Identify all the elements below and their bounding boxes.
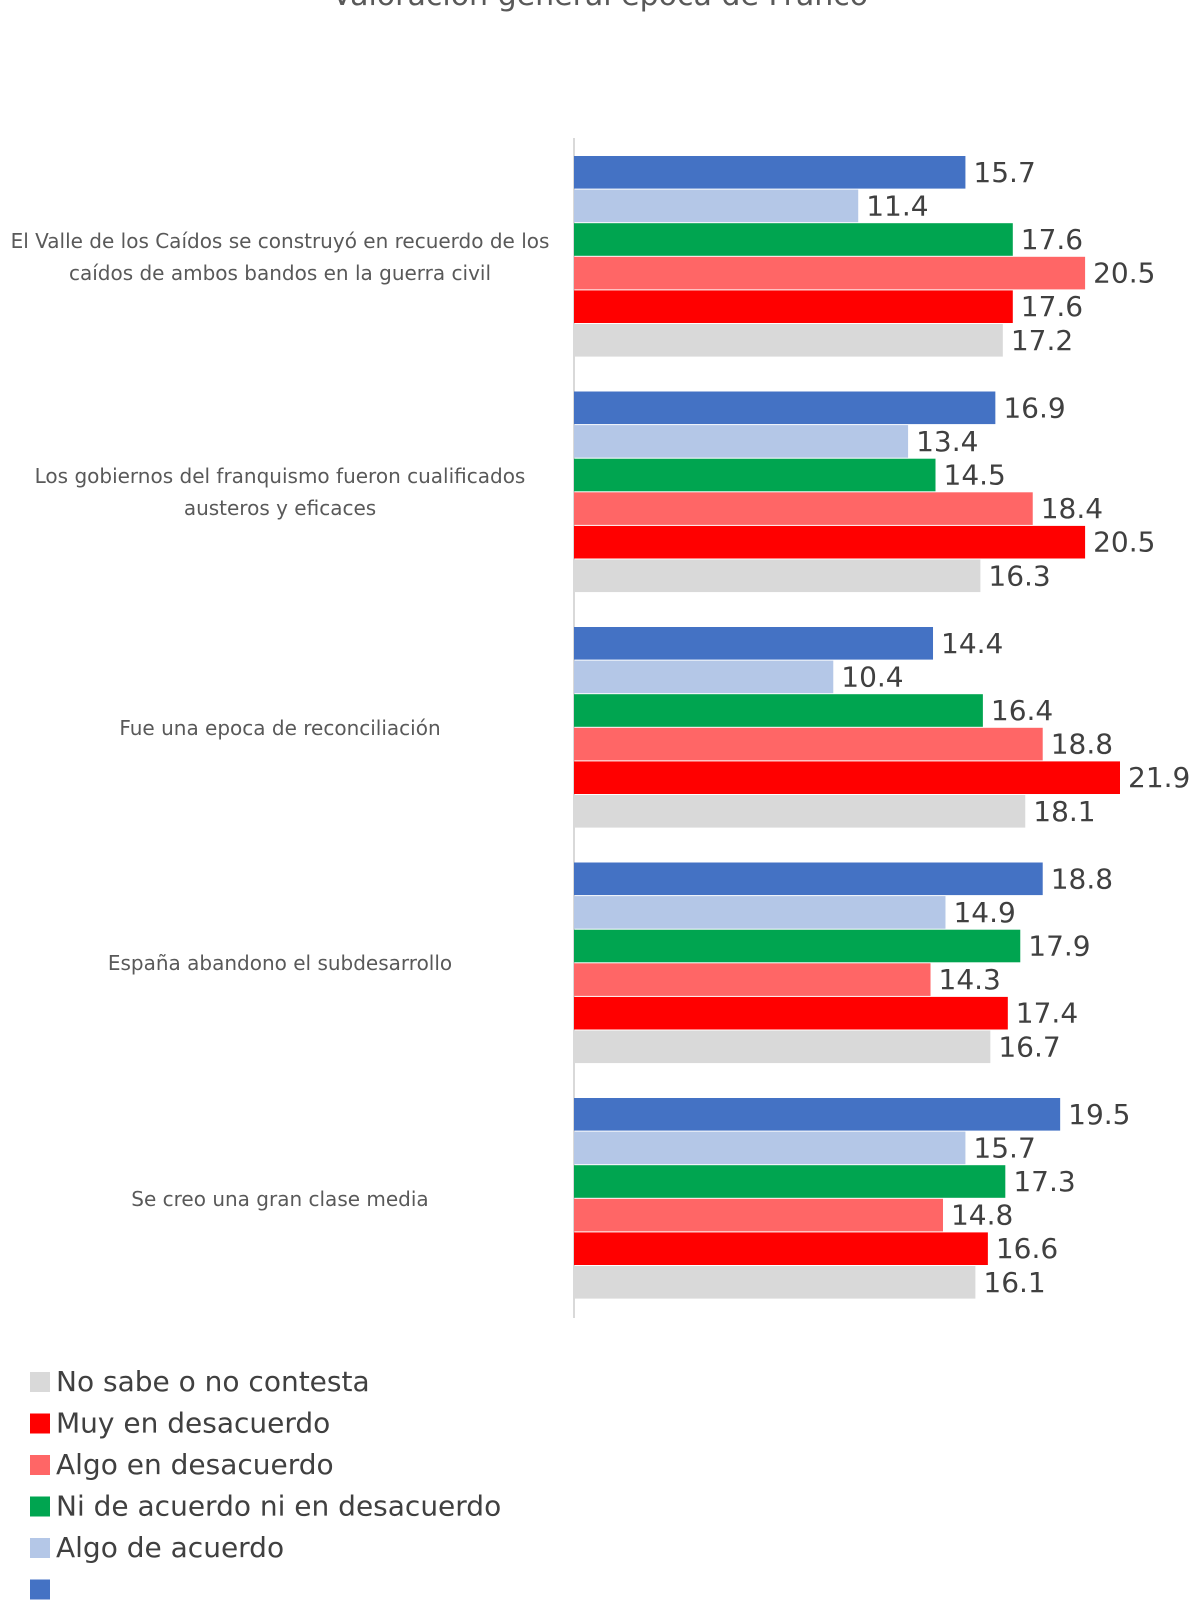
legend-label: Algo en desacuerdo (56, 1448, 334, 1481)
bar (574, 1232, 988, 1265)
category-label: Fue una epoca de reconciliación (119, 715, 441, 740)
bar (574, 963, 931, 996)
bar (574, 660, 834, 694)
bar (574, 223, 1013, 256)
bar (574, 896, 946, 929)
bar (574, 996, 1008, 1030)
category-label: Los gobiernos del franquismo fueron cual… (34, 464, 526, 521)
bar (574, 627, 934, 660)
value-label: 11.4 (866, 189, 928, 222)
value-label: 16.6 (996, 1232, 1058, 1265)
bar (574, 1266, 976, 1299)
bar (574, 1131, 966, 1165)
value-label: 16.1 (983, 1266, 1045, 1299)
legend-swatch (30, 1455, 50, 1475)
value-label: 21.9 (1128, 761, 1190, 794)
value-label: 17.6 (1021, 223, 1083, 256)
value-label: 14.3 (939, 963, 1001, 996)
value-label: 18.4 (1041, 492, 1103, 525)
legend-swatch (30, 1538, 50, 1558)
value-label: 16.7 (998, 1030, 1060, 1063)
value-label: 18.8 (1051, 728, 1113, 761)
bar (574, 1165, 1006, 1198)
value-label: 18.8 (1051, 862, 1113, 895)
bar (574, 425, 909, 458)
value-label: 20.5 (1093, 257, 1155, 290)
bar (574, 492, 1033, 525)
value-label: 19.5 (1068, 1098, 1130, 1131)
bar (574, 694, 983, 727)
bar (574, 559, 981, 593)
bar (574, 189, 859, 223)
bar (574, 525, 1086, 559)
bar (574, 795, 1026, 828)
value-label: 17.3 (1013, 1165, 1075, 1198)
value-label: 17.4 (1016, 997, 1078, 1030)
category-label: Se creo una gran clase media (131, 1186, 429, 1211)
value-label: 13.4 (916, 425, 978, 458)
value-label: 14.5 (944, 459, 1006, 492)
category-label: España abandono el subdesarrollo (107, 951, 453, 976)
value-label: 15.7 (973, 156, 1035, 189)
legend-label: Algo de acuerdo (56, 1531, 284, 1564)
bar (574, 458, 936, 492)
legend-label: No sabe o no contesta (56, 1365, 370, 1398)
value-label: 16.4 (991, 694, 1053, 727)
bar (574, 929, 1021, 963)
value-label: 20.5 (1093, 526, 1155, 559)
legend-swatch (30, 1496, 50, 1517)
value-label: 14.4 (941, 627, 1003, 660)
legend-swatch (30, 1372, 50, 1392)
value-label: 10.4 (841, 660, 903, 693)
legend-swatch (30, 1579, 50, 1600)
chart-title: Valoración general época de Franco (0, 0, 1200, 13)
value-label: 17.6 (1021, 290, 1083, 323)
legend-label: Muy en desacuerdo (56, 1407, 330, 1440)
category-label: El Valle de los Caídos se construyó en r… (10, 228, 550, 285)
value-label: 16.3 (988, 559, 1050, 592)
value-label: 18.1 (1033, 795, 1095, 828)
bar (574, 862, 1043, 896)
value-label: 14.8 (951, 1199, 1013, 1232)
value-label: 17.2 (1011, 324, 1073, 357)
bar (574, 1030, 991, 1064)
bar (574, 391, 996, 425)
bar (574, 727, 1043, 761)
bar (574, 761, 1120, 794)
bar (574, 1098, 1061, 1131)
value-label: 16.9 (1003, 391, 1065, 424)
bar (574, 324, 1003, 357)
bar (574, 290, 1013, 323)
value-label: 15.7 (973, 1131, 1035, 1164)
bar (574, 156, 966, 189)
value-label: 14.9 (953, 896, 1015, 929)
value-label: 17.9 (1028, 930, 1090, 963)
bar (574, 1198, 943, 1232)
bar (574, 256, 1086, 290)
legend-label: Ni de acuerdo ni en desacuerdo (56, 1490, 501, 1523)
legend-swatch (30, 1413, 50, 1434)
